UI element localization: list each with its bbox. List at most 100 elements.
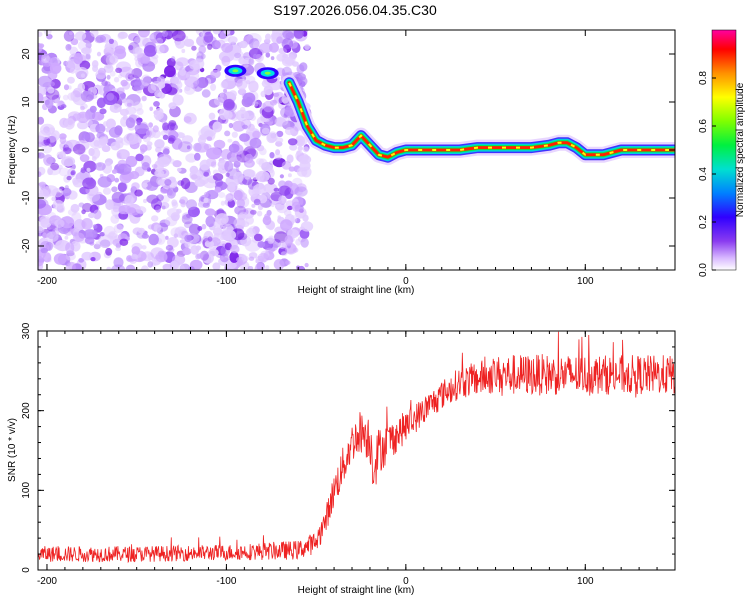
noise-blob — [50, 78, 61, 89]
noise-blob — [170, 227, 182, 238]
noise-blob — [261, 127, 270, 135]
noise-blob — [84, 30, 91, 33]
noise-blob — [74, 31, 87, 41]
noise-blob — [270, 32, 278, 40]
noise-blob — [93, 140, 100, 147]
noise-blob — [131, 68, 143, 79]
noise-blob — [38, 92, 44, 103]
noise-blob — [41, 53, 50, 64]
noise-blob — [281, 161, 292, 170]
noise-blob — [38, 181, 47, 187]
noise-blob — [54, 97, 60, 104]
noise-blob — [50, 162, 59, 171]
noise-blob — [228, 49, 244, 61]
noise-blob — [268, 166, 274, 174]
y-tick-label: 300 — [21, 322, 32, 339]
noise-blob — [202, 202, 210, 208]
colorbar-tick-label: 0.2 — [698, 215, 709, 229]
noise-blob — [188, 223, 201, 235]
noise-blob — [60, 104, 67, 109]
noise-blob — [97, 67, 106, 76]
noise-blob — [111, 205, 121, 217]
noise-blob — [152, 125, 159, 133]
colorbar-tick-label: 0.8 — [698, 71, 709, 85]
noise-blob — [151, 198, 162, 210]
noise-blob — [203, 230, 214, 243]
colorbar-gradient — [711, 29, 737, 271]
noise-blob — [119, 238, 129, 246]
noise-blob — [179, 199, 186, 204]
y-tick-label: -20 — [21, 238, 32, 253]
noise-blob — [257, 204, 264, 211]
noise-blob — [76, 121, 89, 130]
noise-blob — [255, 53, 262, 60]
noise-blob — [253, 101, 259, 107]
noise-blob — [233, 171, 244, 183]
noise-blob — [97, 114, 104, 121]
noise-blob — [269, 152, 275, 159]
noise-blob — [208, 112, 216, 121]
noise-blob — [140, 56, 151, 65]
x-tick-label: 100 — [577, 276, 594, 287]
noise-blob — [41, 142, 53, 154]
noise-blob — [278, 185, 291, 196]
noise-blob — [45, 98, 54, 109]
noise-blob — [246, 227, 256, 237]
noise-blob — [225, 172, 230, 178]
noise-blob — [137, 227, 145, 234]
noise-blob — [185, 70, 200, 82]
noise-blob — [134, 166, 145, 177]
noise-blob — [123, 132, 141, 145]
noise-blob — [160, 145, 165, 151]
noise-blob — [59, 143, 64, 148]
noise-blob — [228, 143, 240, 153]
noise-blob — [155, 37, 164, 45]
x-tick-label: 100 — [577, 576, 594, 587]
noise-blob — [272, 99, 277, 104]
snr-panel: -200 -100 0 100 0 100 200 300 Height of straigh… — [7, 322, 676, 596]
noise-blob — [208, 248, 219, 257]
noise-blob — [201, 223, 207, 230]
noise-blob — [256, 210, 263, 217]
noise-blob — [99, 232, 105, 237]
snr-axes: -200 -100 0 100 0 100 200 300 — [21, 322, 676, 587]
noise-blob — [125, 106, 137, 115]
noise-blob — [117, 163, 132, 175]
noise-blob — [241, 124, 248, 129]
noise-blob — [93, 209, 102, 220]
noise-blob — [223, 110, 233, 120]
noise-blob — [122, 115, 128, 121]
noise-blob — [296, 167, 308, 177]
noise-blob — [141, 74, 152, 87]
x-tick-label: -100 — [216, 276, 236, 287]
noise-blob — [145, 181, 158, 192]
noise-blob — [134, 189, 143, 197]
noise-blob — [139, 144, 148, 153]
noise-blob — [155, 146, 162, 153]
noise-blob — [265, 33, 271, 41]
noise-blob — [59, 136, 67, 145]
noise-blob — [242, 92, 256, 104]
noise-blob — [38, 188, 50, 200]
noise-blob — [72, 178, 84, 188]
noise-blob — [278, 241, 287, 249]
noise-blob — [49, 62, 62, 74]
noise-blob — [212, 121, 223, 133]
noise-blob — [249, 137, 262, 149]
colorbar-tick-label: 0.4 — [698, 167, 709, 181]
noise-blob — [284, 235, 294, 246]
noise-blob — [253, 40, 261, 50]
noise-blob — [43, 154, 54, 166]
noise-blob — [239, 40, 248, 49]
noise-blob — [126, 102, 132, 107]
noise-blob — [287, 205, 293, 211]
noise-blob — [77, 39, 92, 51]
noise-blob — [75, 66, 89, 79]
noise-blob — [181, 48, 186, 54]
noise-blob — [111, 191, 125, 203]
noise-blob — [135, 206, 147, 214]
noise-blob — [252, 130, 261, 139]
noise-blob — [69, 67, 76, 74]
noise-blob — [233, 161, 241, 168]
noise-blob — [131, 246, 141, 256]
